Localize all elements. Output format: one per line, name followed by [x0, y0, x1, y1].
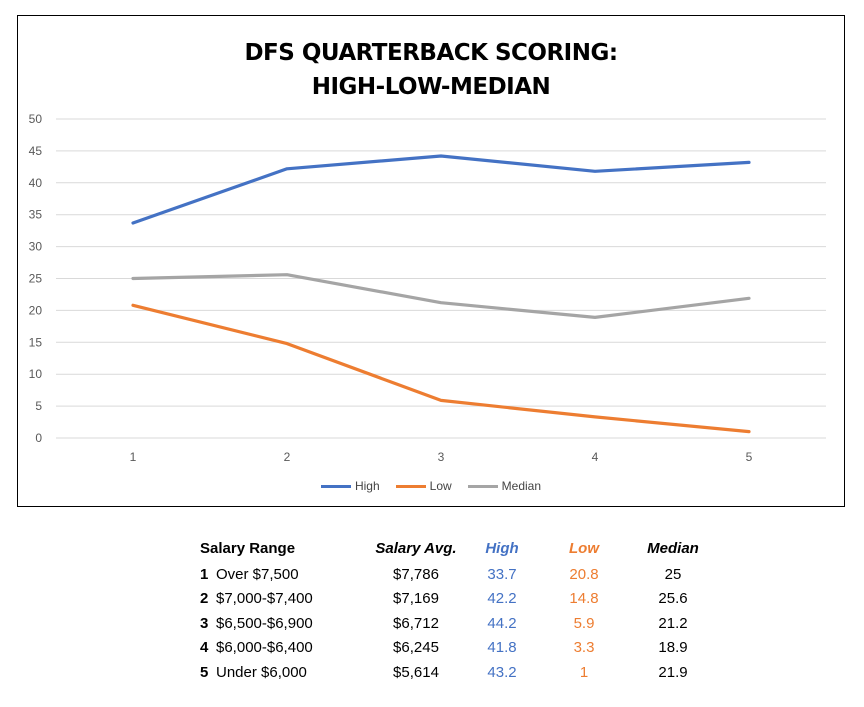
cell-range: 3 $6,500-$6,900 [200, 611, 368, 636]
cell-rank: 1 [200, 565, 209, 583]
cell-avg: $5,614 [393, 663, 439, 681]
header-high: High [485, 540, 519, 557]
y-tick-label-45: 45 [29, 144, 43, 158]
cell-range: 4 $6,000-$6,400 [200, 636, 368, 661]
y-tick-label-30: 30 [29, 240, 43, 254]
header-low: Low [569, 540, 599, 557]
legend-swatch-low [395, 484, 426, 488]
cell-low: 1 [579, 663, 589, 681]
cell-median: 25.6 [658, 590, 688, 608]
cell-median: 21.2 [658, 614, 688, 632]
y-tick-label-50: 50 [29, 112, 43, 126]
table-row: 3 $6,500-$6,900 $6,712 44.2 5.9 21.2 [200, 611, 718, 636]
header-salary-avg: Salary Avg. [375, 540, 457, 557]
y-tick-label-25: 25 [29, 272, 43, 286]
cell-avg: $6,712 [393, 614, 439, 632]
cell-range-text: $6,500-$6,900 [216, 614, 313, 632]
cell-rank: 5 [200, 663, 209, 681]
chart-title-line-2: HIGH-LOW-MEDIAN [311, 74, 551, 100]
cell-range-text: Under $6,000 [216, 663, 307, 681]
cell-low: 14.8 [569, 590, 599, 608]
series-line-low [131, 303, 751, 434]
cell-rank: 4 [200, 639, 209, 657]
table-row: 1 Over $7,500 $7,786 33.7 20.8 25 [200, 562, 718, 587]
cell-median: 18.9 [658, 639, 688, 657]
cell-range-text: $7,000-$7,400 [216, 590, 313, 608]
legend-item-median: Median [467, 479, 542, 493]
x-tick-label-3: 3 [438, 450, 445, 464]
table-header-row: Salary Range Salary Avg. High Low Median [200, 535, 718, 562]
x-tick-label-2: 2 [284, 450, 291, 464]
cell-range: 5 Under $6,000 [200, 660, 368, 685]
header-median: Median [647, 540, 699, 557]
legend-swatch-high [320, 484, 351, 488]
summary-table: Salary Range Salary Avg. High Low Median… [200, 535, 718, 685]
y-tick-label-5: 5 [35, 399, 42, 413]
x-tick-label-5: 5 [746, 450, 753, 464]
y-tick-label-15: 15 [29, 335, 43, 349]
cell-rank: 2 [200, 590, 209, 608]
chart-title-line-1: DFS QUARTERBACK SCORING: [244, 40, 618, 66]
table-row: 5 Under $6,000 $5,614 43.2 1 21.9 [200, 660, 718, 685]
cell-rank: 3 [200, 614, 209, 632]
legend-label-high: High [354, 479, 380, 493]
cell-range: 1 Over $7,500 [200, 562, 368, 587]
cell-avg: $7,169 [393, 590, 439, 608]
cell-high: 42.2 [487, 590, 517, 608]
cell-range-text: $6,000-$6,400 [216, 639, 313, 657]
cell-low: 3.3 [573, 639, 595, 657]
cell-median: 25 [664, 565, 682, 583]
legend-label-median: Median [501, 479, 542, 493]
table-row: 4 $6,000-$6,400 $6,245 41.8 3.3 18.9 [200, 636, 718, 661]
x-tick-label-4: 4 [592, 450, 599, 464]
cell-high: 43.2 [487, 663, 517, 681]
series-line-median [131, 273, 751, 319]
cell-median: 21.9 [658, 663, 688, 681]
chart-legend: High Low Median [18, 479, 844, 493]
cell-low: 5.9 [573, 614, 595, 632]
cell-high: 44.2 [487, 614, 517, 632]
y-tick-label-40: 40 [29, 176, 43, 190]
cell-range-text: Over $7,500 [216, 565, 299, 583]
cell-high: 41.8 [487, 639, 517, 657]
legend-item-low: Low [395, 479, 452, 493]
chart-title: DFS QUARTERBACK SCORING: HIGH-LOW-MEDIAN [18, 36, 844, 104]
y-tick-label-20: 20 [29, 303, 43, 317]
cell-range: 2 $7,000-$7,400 [200, 587, 368, 612]
cell-low: 20.8 [569, 565, 599, 583]
y-tick-label-10: 10 [29, 367, 43, 381]
header-salary-range: Salary Range [200, 540, 296, 557]
y-tick-label-0: 0 [35, 431, 42, 445]
chart-frame: DFS QUARTERBACK SCORING: HIGH-LOW-MEDIAN… [17, 15, 845, 507]
table-row: 2 $7,000-$7,400 $7,169 42.2 14.8 25.6 [200, 587, 718, 612]
x-tick-label-1: 1 [130, 450, 137, 464]
cell-avg: $6,245 [393, 639, 439, 657]
legend-swatch-median [467, 484, 498, 488]
y-tick-label-35: 35 [29, 208, 43, 222]
series-line-high [131, 154, 751, 225]
legend-item-high: High [320, 479, 380, 493]
cell-avg: $7,786 [393, 565, 439, 583]
legend-label-low: Low [429, 479, 452, 493]
cell-high: 33.7 [487, 565, 517, 583]
